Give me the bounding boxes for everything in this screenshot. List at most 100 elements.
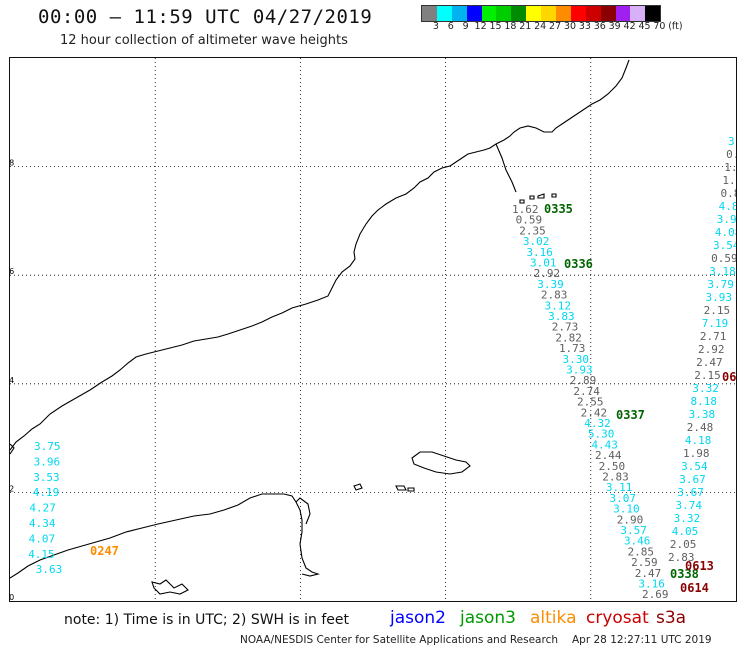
wave-height-label: 4.18 <box>685 434 712 447</box>
map-canvas: 3.75 3.96 3.53 4.19 4.27 4.34 4.07 4.15 3.63 1.62… <box>10 58 736 601</box>
generated-timestamp: Apr 28 12:27:11 UTC 2019 <box>572 634 712 646</box>
colorbar-swatch <box>451 6 467 21</box>
colorbar-swatch <box>600 6 616 21</box>
wave-height-label: 2.83 <box>668 551 695 564</box>
wave-height-label: 1.9 <box>724 161 736 174</box>
wave-height-label: 1.73 <box>559 342 586 355</box>
colorbar-swatch <box>556 6 571 21</box>
wave-height-label: 4.27 <box>29 502 56 515</box>
wave-height-label: 3.02 <box>523 235 550 248</box>
wave-height-label: 3.75 <box>34 440 61 453</box>
wave-height-label: 2.47 <box>635 567 662 580</box>
colorbar-swatch <box>526 6 542 21</box>
wave-height-label: 3.63 <box>36 563 63 576</box>
wave-height-label: 2.15 <box>704 304 731 317</box>
wave-height-label: 4.15 <box>28 548 55 561</box>
wave-height-label: 3.67 <box>677 486 704 499</box>
footnote: note: 1) Time is in UTC; 2) SWH is in fe… <box>64 612 350 628</box>
wave-height-label: 3.67 <box>679 473 706 486</box>
pass-time-label: 0613 <box>685 559 714 573</box>
colorbar-tick-label: 27 <box>549 21 562 32</box>
small-island-2 <box>395 485 407 491</box>
colorbar-tick-label: 3 <box>432 21 439 32</box>
colorbar-unit: (ft) <box>668 21 683 32</box>
colorbar-tick-label: 24 <box>534 21 547 32</box>
wave-height-label: 0.59 <box>711 252 736 265</box>
wave-height-label: 4.32 <box>584 417 611 430</box>
wave-height-label: 3.83 <box>548 310 575 323</box>
colorbar-swatch <box>481 6 497 21</box>
wave-height-label: 2.69 <box>642 588 669 601</box>
colorbar-tick-label: 39 <box>608 21 621 32</box>
colorbar-tick-label: 12 <box>474 21 487 32</box>
wave-height-label: 3.39 <box>537 278 564 291</box>
pass-time-label: 0614 <box>680 581 709 595</box>
colorbar-tick-label: 36 <box>593 21 606 32</box>
wave-height-label: 2.71 <box>700 330 727 343</box>
page-subtitle: 12 hour collection of altimeter wave hei… <box>60 33 348 48</box>
wave-height-label: 3.11 <box>606 481 633 494</box>
wave-height-label: 2.48 <box>687 421 714 434</box>
wave-height-label: 1.2 <box>722 174 736 187</box>
wave-height-label: 2.92 <box>698 343 725 356</box>
latitude-label: 20 <box>10 58 14 60</box>
colorbar-tick-label: 33 <box>578 21 591 32</box>
wave-height-label: 2.55 <box>577 396 604 409</box>
coastal-islets <box>151 579 189 595</box>
small-island-1 <box>353 483 363 491</box>
latitude-label: 10 <box>10 593 14 601</box>
pass-time-label: 06 <box>722 370 736 384</box>
wave-height-label: 2.42 <box>581 406 608 419</box>
wave-height-label: 2.73 <box>552 321 579 334</box>
wave-height-label: 4.08 <box>715 226 736 239</box>
wave-height-label: 0. <box>726 148 736 161</box>
wave-height-label: 3.79 <box>707 278 734 291</box>
latitude-label: 18 <box>10 159 14 168</box>
colorbar-swatch <box>511 6 527 21</box>
wave-height-label: 2.15 <box>694 369 721 382</box>
colorbar-tick-label: 6 <box>447 21 454 32</box>
wave-height-label: 2.50 <box>599 460 626 473</box>
colorbar-tick-label: 15 <box>489 21 502 32</box>
wave-height-label: 3.57 <box>620 524 647 537</box>
wave-height-label: 2.83 <box>541 289 568 302</box>
satellite-legend-item: cryosat <box>586 608 649 628</box>
small-island-7 <box>519 199 525 204</box>
wave-height-label: 4.05 <box>672 525 699 538</box>
pass-time-label: 0335 <box>544 202 573 216</box>
colorbar-labels: 3 6 9 12 15 18 21 24 27 30 33 36 39 42 45 70 (ft) <box>421 21 740 35</box>
colorbar-swatch <box>615 6 631 21</box>
colorbar-swatch <box>570 6 586 21</box>
wave-height-label: 2.35 <box>519 224 546 237</box>
wave-height-label: 3.74 <box>676 499 703 512</box>
wave-height-label: 2.05 <box>670 538 697 551</box>
wave-height-label: 2.83 <box>602 471 629 484</box>
wave-height-label: 2.82 <box>555 331 582 344</box>
small-island-3 <box>407 487 415 492</box>
wave-height-label: 3.54 <box>713 239 736 252</box>
wave-height-label: 3.32 <box>692 382 719 395</box>
wave-height-colorbar <box>421 5 662 22</box>
wave-height-label: 3.38 <box>689 408 716 421</box>
latitude-label: 16 <box>10 267 14 276</box>
gulf-coast-inlet <box>495 143 517 193</box>
horn-coast <box>295 497 311 525</box>
wave-height-label: 1.98 <box>683 447 710 460</box>
colorbar-tick-label: 70 <box>653 21 666 32</box>
wave-height-label: 4.86 <box>719 200 736 213</box>
colorbar-tick-label: 42 <box>623 21 636 32</box>
colorbar-tick-label: 30 <box>563 21 577 32</box>
wave-height-label: 3.10 <box>613 503 640 516</box>
wave-height-label: 2.47 <box>696 356 723 369</box>
wave-height-label: 3.54 <box>681 460 708 473</box>
wave-height-label: 4.34 <box>29 517 56 530</box>
wave-height-label: 2.89 <box>570 374 597 387</box>
satellite-legend-item: jason2 <box>390 608 446 628</box>
small-island-6 <box>551 193 557 198</box>
wave-height-label: 3.96 <box>34 455 61 468</box>
wave-height-label: 2.90 <box>617 513 644 526</box>
pass-time-label: 0337 <box>616 408 645 422</box>
map-frame: 3.75 3.96 3.53 4.19 4.27 4.34 4.07 4.15 3.63 1.62… <box>9 57 737 602</box>
colorbar-tick-label: 18 <box>504 21 517 32</box>
wave-height-label: 3.90 <box>717 213 736 226</box>
